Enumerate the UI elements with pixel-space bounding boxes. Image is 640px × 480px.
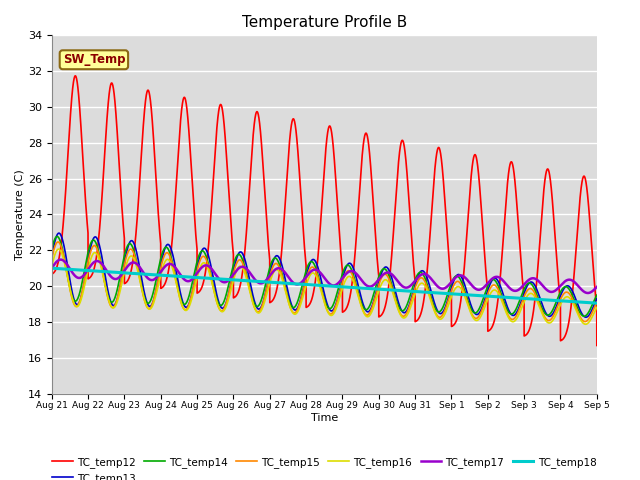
TC_temp17 <box>77 275 85 280</box>
TC_temp13 <box>629 299 637 304</box>
TC_temp12 <box>77 125 85 131</box>
TC_temp18 <box>392 288 399 293</box>
TC_temp13 <box>77 294 85 300</box>
Line: TC_temp15: TC_temp15 <box>52 242 633 323</box>
TC_temp13 <box>417 268 425 274</box>
TC_temp15 <box>510 316 518 322</box>
TC_temp14 <box>479 297 486 303</box>
TC_temp18 <box>479 293 486 299</box>
TC_temp12 <box>72 73 79 79</box>
Legend: TC_temp12, TC_temp13, TC_temp14, TC_temp15, TC_temp16, TC_temp17, TC_temp18: TC_temp12, TC_temp13, TC_temp14, TC_temp… <box>48 453 600 480</box>
TC_temp16 <box>392 300 399 305</box>
TC_temp15 <box>259 302 266 308</box>
TC_temp14 <box>259 294 266 300</box>
TC_temp15 <box>54 239 62 245</box>
TC_temp18 <box>259 279 266 285</box>
TC_temp13 <box>55 230 63 236</box>
TC_temp16 <box>618 323 626 328</box>
Y-axis label: Temperature (C): Temperature (C) <box>15 169 25 260</box>
TC_temp13 <box>510 312 518 318</box>
Line: TC_temp14: TC_temp14 <box>52 237 633 317</box>
TC_temp17 <box>259 280 266 286</box>
X-axis label: Time: Time <box>310 413 338 423</box>
TC_temp14 <box>616 314 624 320</box>
TC_temp14 <box>510 310 518 315</box>
TC_temp14 <box>77 285 85 290</box>
TC_temp14 <box>417 270 425 276</box>
TC_temp15 <box>77 294 85 300</box>
TC_temp14 <box>53 234 61 240</box>
TC_temp16 <box>510 319 518 324</box>
TC_temp17 <box>620 291 628 297</box>
TC_temp16 <box>48 264 56 269</box>
TC_temp17 <box>417 272 425 277</box>
TC_temp12 <box>48 271 56 277</box>
TC_temp15 <box>629 302 637 308</box>
TC_temp15 <box>392 299 399 304</box>
TC_temp15 <box>417 275 425 281</box>
TC_temp12 <box>417 310 425 315</box>
TC_temp15 <box>479 305 486 311</box>
TC_temp17 <box>510 288 518 294</box>
TC_temp13 <box>259 301 266 307</box>
TC_temp16 <box>77 297 85 303</box>
TC_temp13 <box>48 254 56 260</box>
TC_temp17 <box>629 286 637 291</box>
TC_temp16 <box>259 306 266 312</box>
TC_temp18 <box>48 265 56 271</box>
TC_temp18 <box>510 295 518 300</box>
TC_temp17 <box>57 257 65 263</box>
TC_temp17 <box>48 265 56 271</box>
Line: TC_temp12: TC_temp12 <box>52 76 633 350</box>
TC_temp16 <box>479 309 486 315</box>
TC_temp15 <box>48 256 56 262</box>
Line: TC_temp13: TC_temp13 <box>52 233 633 318</box>
TC_temp15 <box>618 320 625 325</box>
Title: Temperature Profile B: Temperature Profile B <box>242 15 407 30</box>
TC_temp17 <box>479 286 486 291</box>
TC_temp12 <box>479 227 486 233</box>
TC_temp14 <box>48 246 56 252</box>
TC_temp12 <box>629 348 637 353</box>
TC_temp13 <box>618 315 626 321</box>
Line: TC_temp17: TC_temp17 <box>52 260 633 294</box>
TC_temp18 <box>417 289 425 295</box>
TC_temp14 <box>392 296 399 302</box>
TC_temp16 <box>417 280 425 286</box>
TC_temp16 <box>629 307 637 313</box>
Line: TC_temp16: TC_temp16 <box>52 249 633 325</box>
Text: SW_Temp: SW_Temp <box>63 53 125 66</box>
TC_temp12 <box>259 152 266 158</box>
TC_temp14 <box>629 295 637 301</box>
TC_temp12 <box>510 168 518 174</box>
TC_temp13 <box>479 303 486 309</box>
TC_temp17 <box>392 276 399 282</box>
TC_temp13 <box>392 290 399 296</box>
TC_temp18 <box>629 302 637 308</box>
TC_temp12 <box>392 195 399 201</box>
Line: TC_temp18: TC_temp18 <box>52 268 633 305</box>
TC_temp16 <box>54 246 62 252</box>
TC_temp18 <box>77 267 85 273</box>
